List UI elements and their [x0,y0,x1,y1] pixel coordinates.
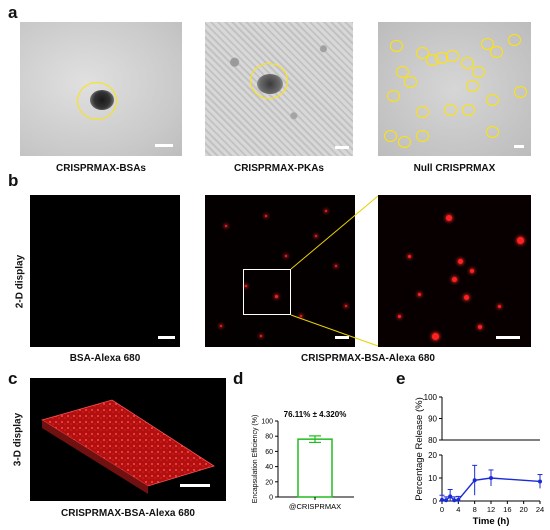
highlight-circle [77,82,117,120]
highlight-circle [466,80,479,92]
y-tick-label: 100 [261,419,273,426]
data-point [448,494,453,499]
data-point [444,498,449,503]
y-axis-label: Encapsulation Efficiency (%) [252,415,259,504]
y-tick-label: 60 [265,449,273,456]
caption-bsa-alexa680: BSA-Alexa 680 [69,353,141,364]
highlight-circle [398,136,411,148]
x-tick-label: 4 [456,505,460,514]
scale-bar [514,145,524,148]
caption-crisprmax-bsa-alexa680: CRISPRMAX-BSA-Alexa 680 [301,353,435,364]
highlight-circle [486,94,499,106]
highlight-circle [508,34,521,46]
data-point [489,476,493,480]
y-tick-label: 20 [265,479,273,486]
tem-image-crisprmax-pkas [205,22,353,156]
highlight-circle [404,76,417,88]
data-point [472,478,477,483]
x-tick-label: 8 [473,505,477,514]
highlight-circle [250,63,288,99]
panel-label-a: a [8,3,18,22]
data-point [452,498,457,503]
y-axis-label: Percentage Release (%) [414,397,425,501]
caption-crisprmax-bsas: CRISPRMAX-BSAs [55,163,146,174]
highlight-circle [486,126,499,138]
annotation-mean-sd: 76.11% ± 4.320% [284,410,347,419]
side-label-3d: 3-D display [12,412,24,467]
chart-percentage-release: 80 90 100 0 10 20 0 4 8 12 16 20 24 Time (h) Percentag… [414,393,544,527]
panel-label-e: e [396,369,406,388]
tem-image-crisprmax-bsas [20,22,182,156]
y-tick-label: 20 [428,451,437,460]
x-tick-label: 0 [440,505,444,514]
highlight-circle [390,40,403,52]
highlight-circle [446,50,459,62]
highlight-circle [416,106,429,118]
highlight-circle [514,86,527,98]
caption-crisprmax-pkas: CRISPRMAX-PKAs [233,163,324,174]
y-tick-label: 100 [424,393,438,402]
highlight-circle [387,90,400,102]
scale-bar [335,336,349,339]
highlight-circle [444,104,457,116]
x-tick-label: 20 [519,505,527,514]
tem-image-null-crisprmax [378,22,531,156]
y-tick-label: 90 [428,415,437,424]
data-point [440,497,444,502]
data-point [456,497,461,502]
scale-bar [155,144,173,147]
render-3d-image [30,378,226,501]
fluorescence-crisprmax-bsa-alexa680 [205,195,355,347]
caption-null-crisprmax: Null CRISPRMAX [413,163,496,174]
caption-3d-crisprmax-bsa-alexa680: CRISPRMAX-BSA-Alexa 680 [61,508,195,519]
fluorescence-zoom-inset [378,195,531,347]
fluorescence-bsa-alexa680 [30,195,180,347]
highlight-circle [396,66,409,78]
highlight-circle [490,46,503,58]
y-tick-label: 0 [433,497,438,506]
scale-bar [335,146,349,149]
y-tick-label: 40 [265,464,273,471]
scale-bar [496,336,520,339]
highlight-circle [462,104,475,116]
x-axis-label: Time (h) [473,516,510,527]
highlight-circle [384,130,397,142]
panel-label-d: d [233,369,244,388]
y-tick-label: 0 [269,495,273,502]
highlight-circle [472,66,485,78]
highlight-circle [416,47,429,59]
bar-crisprmax [297,438,333,498]
x-tick-label: 24 [536,505,544,514]
y-tick-label: 10 [428,474,437,483]
highlight-circle [481,38,494,50]
x-tick-label: 12 [487,505,495,514]
x-tick-label: @CRISPRMAX [289,502,341,511]
panel-label-c: c [8,369,18,388]
highlight-circle [416,130,429,142]
highlight-circle [461,57,474,69]
panel-label-b: b [8,171,19,190]
scale-bar [158,336,175,339]
zoom-box [243,269,291,315]
y-tick-label: 80 [428,436,437,445]
y-tick-label: 80 [265,434,273,441]
scale-bar [180,484,210,487]
x-tick-label: 16 [503,505,511,514]
data-point [538,479,542,484]
